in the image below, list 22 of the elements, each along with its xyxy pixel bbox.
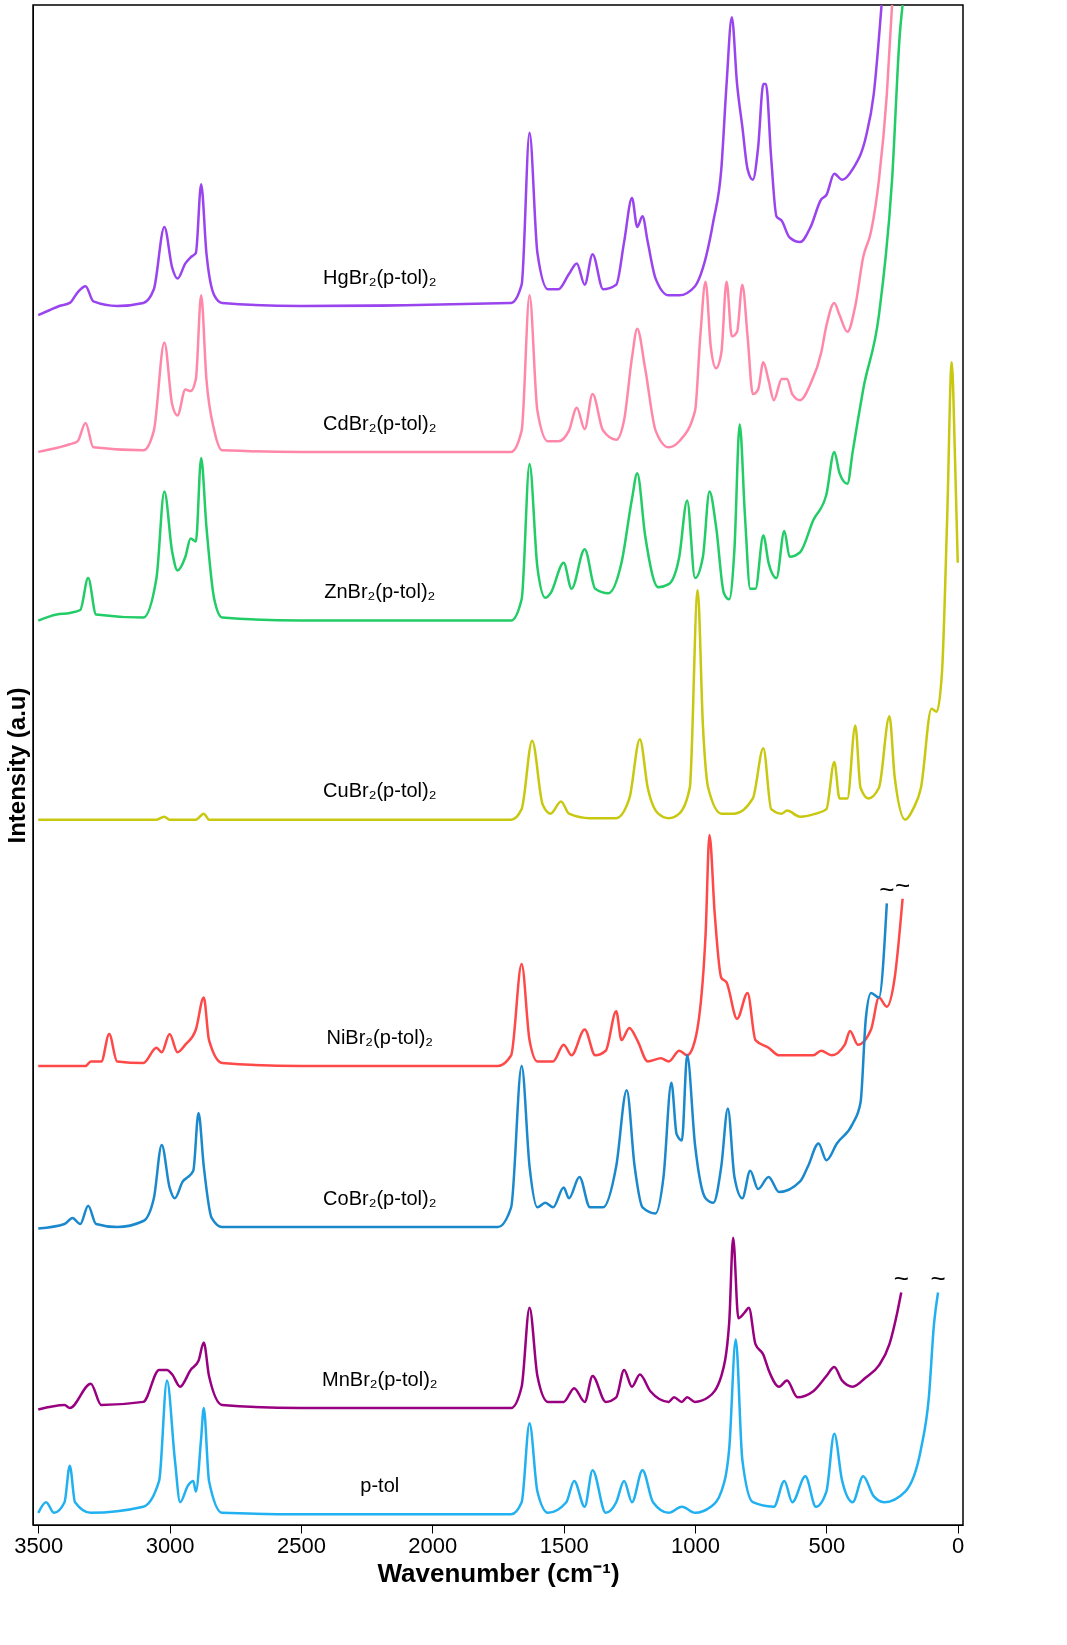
- x-tick-label: 1500: [539, 1532, 589, 1558]
- x-tick-label: 2000: [408, 1532, 458, 1558]
- x-tick-label: 2500: [276, 1532, 326, 1558]
- x-tick-label: 3000: [145, 1532, 195, 1558]
- x-tick-label: 0: [952, 1532, 965, 1558]
- series-label: HgBr₂(p-tol)₂: [323, 265, 437, 288]
- series-label: ZnBr₂(p-tol)₂: [324, 580, 436, 603]
- annotation: ~: [879, 874, 895, 905]
- series-label: p-tol: [360, 1474, 400, 1497]
- y-axis-title: Intensity (a.u): [2, 687, 30, 844]
- series-label: CdBr₂(p-tol)₂: [323, 411, 437, 434]
- x-tick-label: 1000: [671, 1532, 721, 1558]
- x-tick-label: 500: [808, 1532, 846, 1558]
- annotation: ~: [930, 1263, 946, 1294]
- x-tick-label: 3500: [14, 1532, 64, 1558]
- series-label: NiBr₂(p-tol)₂: [326, 1025, 434, 1048]
- series-label: MnBr₂(p-tol)₂: [322, 1367, 438, 1390]
- x-axis-title: Wavenumber (cm⁻¹): [377, 1557, 620, 1588]
- annotation: ~: [893, 1263, 909, 1294]
- annotation: ~: [894, 869, 911, 900]
- series-label: CuBr₂(p-tol)₂: [323, 779, 437, 802]
- series-label: CoBr₂(p-tol)₂: [323, 1186, 437, 1209]
